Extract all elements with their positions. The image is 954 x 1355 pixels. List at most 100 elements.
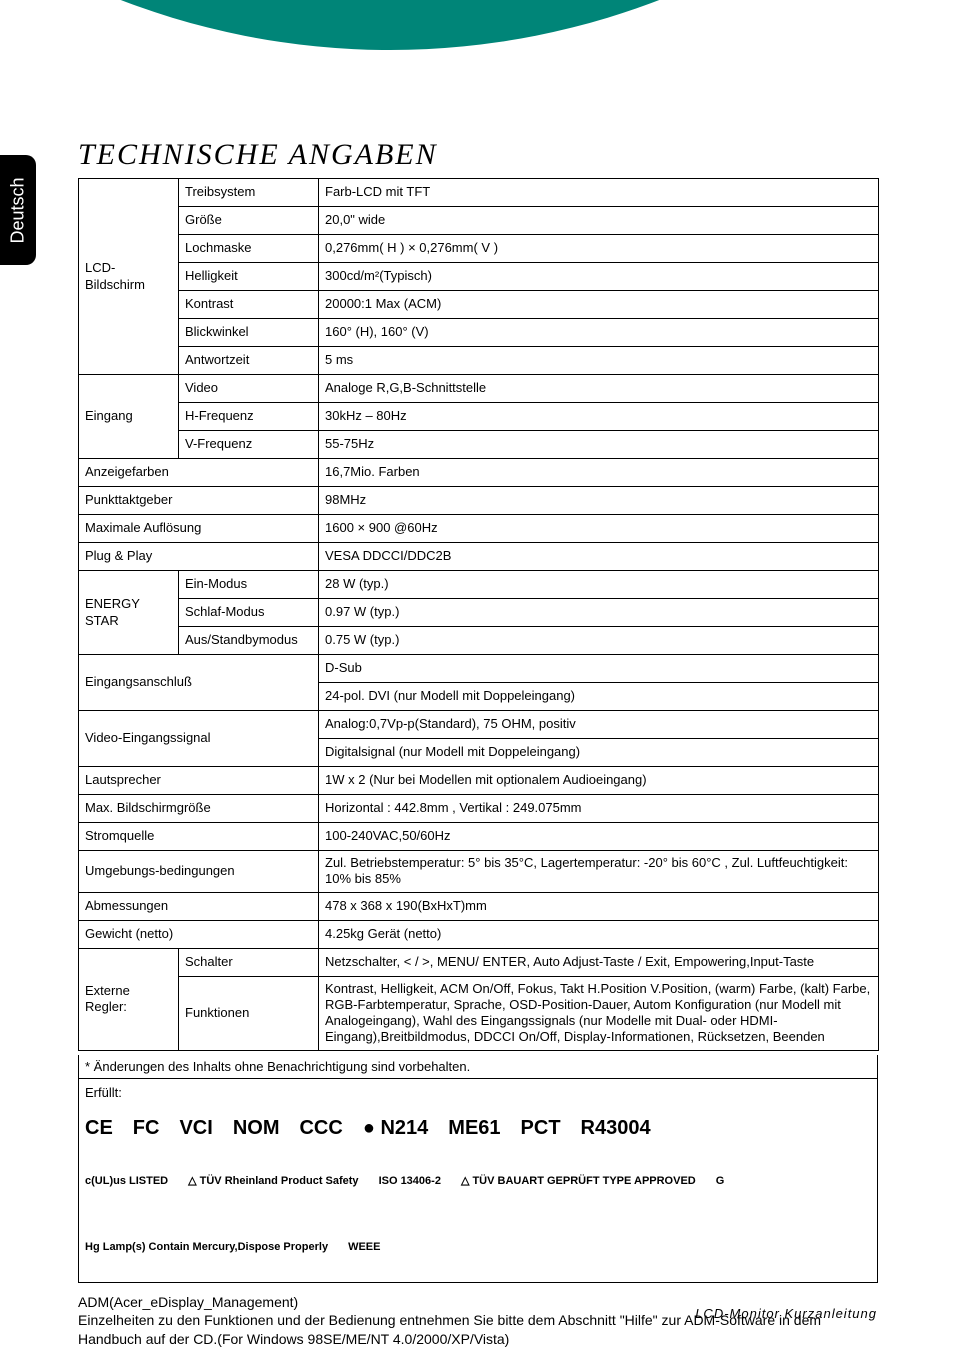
- spec-key: Eingangsanschluß: [79, 655, 319, 711]
- spec-value: Farb-LCD mit TFT: [319, 179, 879, 207]
- ccc-icon: CCC: [299, 1106, 342, 1152]
- spec-key: Video: [179, 375, 319, 403]
- spec-value: Zul. Betriebstemperatur: 5° bis 35°C, La…: [319, 851, 879, 893]
- spec-key: Plug & Play: [79, 543, 319, 571]
- spec-group: Externe Regler:: [79, 948, 179, 1050]
- ul-icon: c(UL)us LISTED: [85, 1158, 168, 1204]
- r43004-icon: R43004: [581, 1106, 651, 1152]
- table-row: Blickwinkel160° (H), 160° (V): [79, 319, 879, 347]
- table-row: Lochmaske0,276mm( H ) × 0,276mm( V ): [79, 235, 879, 263]
- table-row: Abmessungen478 x 368 x 190(BxHxT)mm: [79, 892, 879, 920]
- table-row: Aus/Standbymodus0.75 W (typ.): [79, 627, 879, 655]
- hg-icon: Hg Lamp(s) Contain Mercury,Dispose Prope…: [85, 1224, 328, 1270]
- table-row: Umgebungs-bedingungenZul. Betriebstemper…: [79, 851, 879, 893]
- spec-value: 98MHz: [319, 487, 879, 515]
- table-row: FunktionenKontrast, Helligkeit, ACM On/O…: [79, 976, 879, 1050]
- table-row: EingangVideoAnaloge R,G,B-Schnittstelle: [79, 375, 879, 403]
- tuv-bauart-icon: △ TÜV BAUART GEPRÜFT TYPE APPROVED: [461, 1158, 696, 1204]
- table-row: Schlaf-Modus0.97 W (typ.): [79, 599, 879, 627]
- table-row: ENERGY STAREin-Modus28 W (typ.): [79, 571, 879, 599]
- nom-icon: NOM: [233, 1106, 280, 1152]
- table-row: Antwortzeit5 ms: [79, 347, 879, 375]
- spec-value: 478 x 368 x 190(BxHxT)mm: [319, 892, 879, 920]
- spec-value: D-Sub: [319, 655, 879, 683]
- pct-icon: PCT: [521, 1106, 561, 1152]
- table-row: Anzeigefarben16,7Mio. Farben: [79, 459, 879, 487]
- spec-key: Treibsystem: [179, 179, 319, 207]
- change-note: * Änderungen des Inhalts ohne Benachrich…: [78, 1055, 878, 1079]
- spec-key: Helligkeit: [179, 263, 319, 291]
- compliance-row-1: CE FC VCI NOM CCC ● N214 ME61 PCT R43004: [85, 1106, 871, 1152]
- table-row: Gewicht (netto)4.25kg Gerät (netto): [79, 920, 879, 948]
- language-label: Deutsch: [8, 177, 29, 243]
- spec-key: Größe: [179, 207, 319, 235]
- g-mark-icon: G: [716, 1158, 725, 1204]
- spec-group: Eingang: [79, 375, 179, 459]
- spec-key: Maximale Auflösung: [79, 515, 319, 543]
- spec-value: 0,276mm( H ) × 0,276mm( V ): [319, 235, 879, 263]
- table-row: Max. BildschirmgrößeHorizontal : 442.8mm…: [79, 795, 879, 823]
- ce-icon: CE: [85, 1106, 113, 1152]
- spec-value: 100-240VAC,50/60Hz: [319, 823, 879, 851]
- me61-icon: ME61: [448, 1106, 500, 1152]
- spec-value: Analog:0,7Vp-p(Standard), 75 OHM, positi…: [319, 711, 879, 739]
- compliance-label: Erfüllt:: [85, 1085, 871, 1100]
- n214-icon: ● N214: [363, 1106, 428, 1152]
- spec-table: LCD-BildschirmTreibsystemFarb-LCD mit TF…: [78, 178, 879, 1051]
- spec-key: Punkttaktgeber: [79, 487, 319, 515]
- table-row: Plug & PlayVESA DDCCI/DDC2B: [79, 543, 879, 571]
- spec-value: 0.75 W (typ.): [319, 627, 879, 655]
- spec-group: LCD-Bildschirm: [79, 179, 179, 375]
- spec-value: 20,0" wide: [319, 207, 879, 235]
- spec-key: Lochmaske: [179, 235, 319, 263]
- table-row: Helligkeit300cd/m²(Typisch): [79, 263, 879, 291]
- spec-value: VESA DDCCI/DDC2B: [319, 543, 879, 571]
- spec-value: Digitalsignal (nur Modell mit Doppeleing…: [319, 739, 879, 767]
- spec-key: Lautsprecher: [79, 767, 319, 795]
- spec-value: 16,7Mio. Farben: [319, 459, 879, 487]
- page-title: TECHNISCHE ANGABEN: [78, 138, 878, 172]
- spec-value: 24-pol. DVI (nur Modell mit Doppeleingan…: [319, 683, 879, 711]
- spec-key: Abmessungen: [79, 892, 319, 920]
- spec-key: V-Frequenz: [179, 431, 319, 459]
- weee-icon: WEEE: [348, 1224, 380, 1270]
- table-row: V-Frequenz55-75Hz: [79, 431, 879, 459]
- spec-key: Schlaf-Modus: [179, 599, 319, 627]
- spec-value: 1W x 2 (Nur bei Modellen mit optionalem …: [319, 767, 879, 795]
- iso-icon: ISO 13406-2: [379, 1158, 441, 1204]
- spec-key: Max. Bildschirmgröße: [79, 795, 319, 823]
- spec-key: Ein-Modus: [179, 571, 319, 599]
- table-row: Größe20,0" wide: [79, 207, 879, 235]
- table-row: Video-EingangssignalAnalog:0,7Vp-p(Stand…: [79, 711, 879, 739]
- spec-key: Aus/Standbymodus: [179, 627, 319, 655]
- spec-value: Analoge R,G,B-Schnittstelle: [319, 375, 879, 403]
- table-row: EingangsanschlußD-Sub: [79, 655, 879, 683]
- language-tab: Deutsch: [0, 155, 36, 265]
- spec-key: Blickwinkel: [179, 319, 319, 347]
- tuv-ps-icon: △ TÜV Rheinland Product Safety: [188, 1158, 358, 1204]
- spec-key: Stromquelle: [79, 823, 319, 851]
- table-row: Kontrast20000:1 Max (ACM): [79, 291, 879, 319]
- spec-key: Schalter: [179, 948, 319, 976]
- spec-value: Horizontal : 442.8mm , Vertikal : 249.07…: [319, 795, 879, 823]
- compliance-row-2: c(UL)us LISTED △ TÜV Rheinland Product Sa…: [85, 1158, 871, 1270]
- spec-value: 0.97 W (typ.): [319, 599, 879, 627]
- spec-value: 160° (H), 160° (V): [319, 319, 879, 347]
- spec-group: ENERGY STAR: [79, 571, 179, 655]
- spec-value: Netzschalter, < / >, MENU/ ENTER, Auto A…: [319, 948, 879, 976]
- compliance-block: Erfüllt: CE FC VCI NOM CCC ● N214 ME61 PCT R4300…: [78, 1079, 878, 1283]
- table-row: H-Frequenz30kHz – 80Hz: [79, 403, 879, 431]
- vci-icon: VCI: [179, 1106, 212, 1152]
- spec-value: 20000:1 Max (ACM): [319, 291, 879, 319]
- spec-value: 1600 × 900 @60Hz: [319, 515, 879, 543]
- table-row: Maximale Auflösung1600 × 900 @60Hz: [79, 515, 879, 543]
- spec-key: Antwortzeit: [179, 347, 319, 375]
- fc-icon: FC: [133, 1106, 160, 1152]
- spec-key: Umgebungs-bedingungen: [79, 851, 319, 893]
- spec-key: H-Frequenz: [179, 403, 319, 431]
- spec-key: Gewicht (netto): [79, 920, 319, 948]
- header-curve: [0, 0, 954, 50]
- spec-key: Kontrast: [179, 291, 319, 319]
- spec-value: Kontrast, Helligkeit, ACM On/Off, Fokus,…: [319, 976, 879, 1050]
- table-row: LCD-BildschirmTreibsystemFarb-LCD mit TF…: [79, 179, 879, 207]
